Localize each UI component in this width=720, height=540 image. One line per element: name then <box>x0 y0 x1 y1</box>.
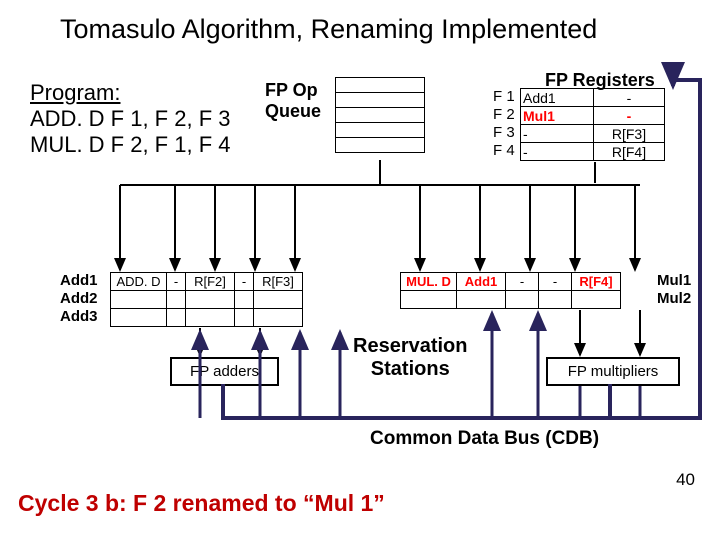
fp-register-names: F 1 F 2 F 3 F 4 <box>493 88 515 160</box>
fp-registers-table: Add1- Mul1- -R[F3] -R[F4] <box>520 88 665 161</box>
mul-rs-table: MUL. DAdd1--R[F4] <box>400 272 621 309</box>
program-title: Program: <box>30 80 120 105</box>
slide-title: Tomasulo Algorithm, Renaming Implemented <box>60 14 597 45</box>
add-rs-labels: Add1 Add2 Add3 <box>60 272 98 326</box>
reservation-stations-label: ReservationStations <box>353 335 468 381</box>
program-block: Program: ADD. D F 1, F 2, F 3 MUL. D F 2… <box>30 80 230 158</box>
fp-op-queue-label: FP OpQueue <box>265 80 321 122</box>
cdb-label: Common Data Bus (CDB) <box>370 428 599 450</box>
add-rs-table: ADD. D-R[F2]-R[F3] <box>110 272 303 327</box>
fp-adders-box: FP adders <box>170 357 279 386</box>
fp-multipliers-box: FP multipliers <box>546 357 680 386</box>
mul-rs-labels: Mul1 Mul2 <box>657 272 691 308</box>
cycle-label: Cycle 3 b: F 2 renamed to “Mul 1” <box>18 490 385 517</box>
program-line-1: ADD. D F 1, F 2, F 3 <box>30 106 230 131</box>
fp-op-queue <box>335 78 425 153</box>
slide-number: 40 <box>676 470 695 490</box>
program-line-2: MUL. D F 2, F 1, F 4 <box>30 132 230 157</box>
